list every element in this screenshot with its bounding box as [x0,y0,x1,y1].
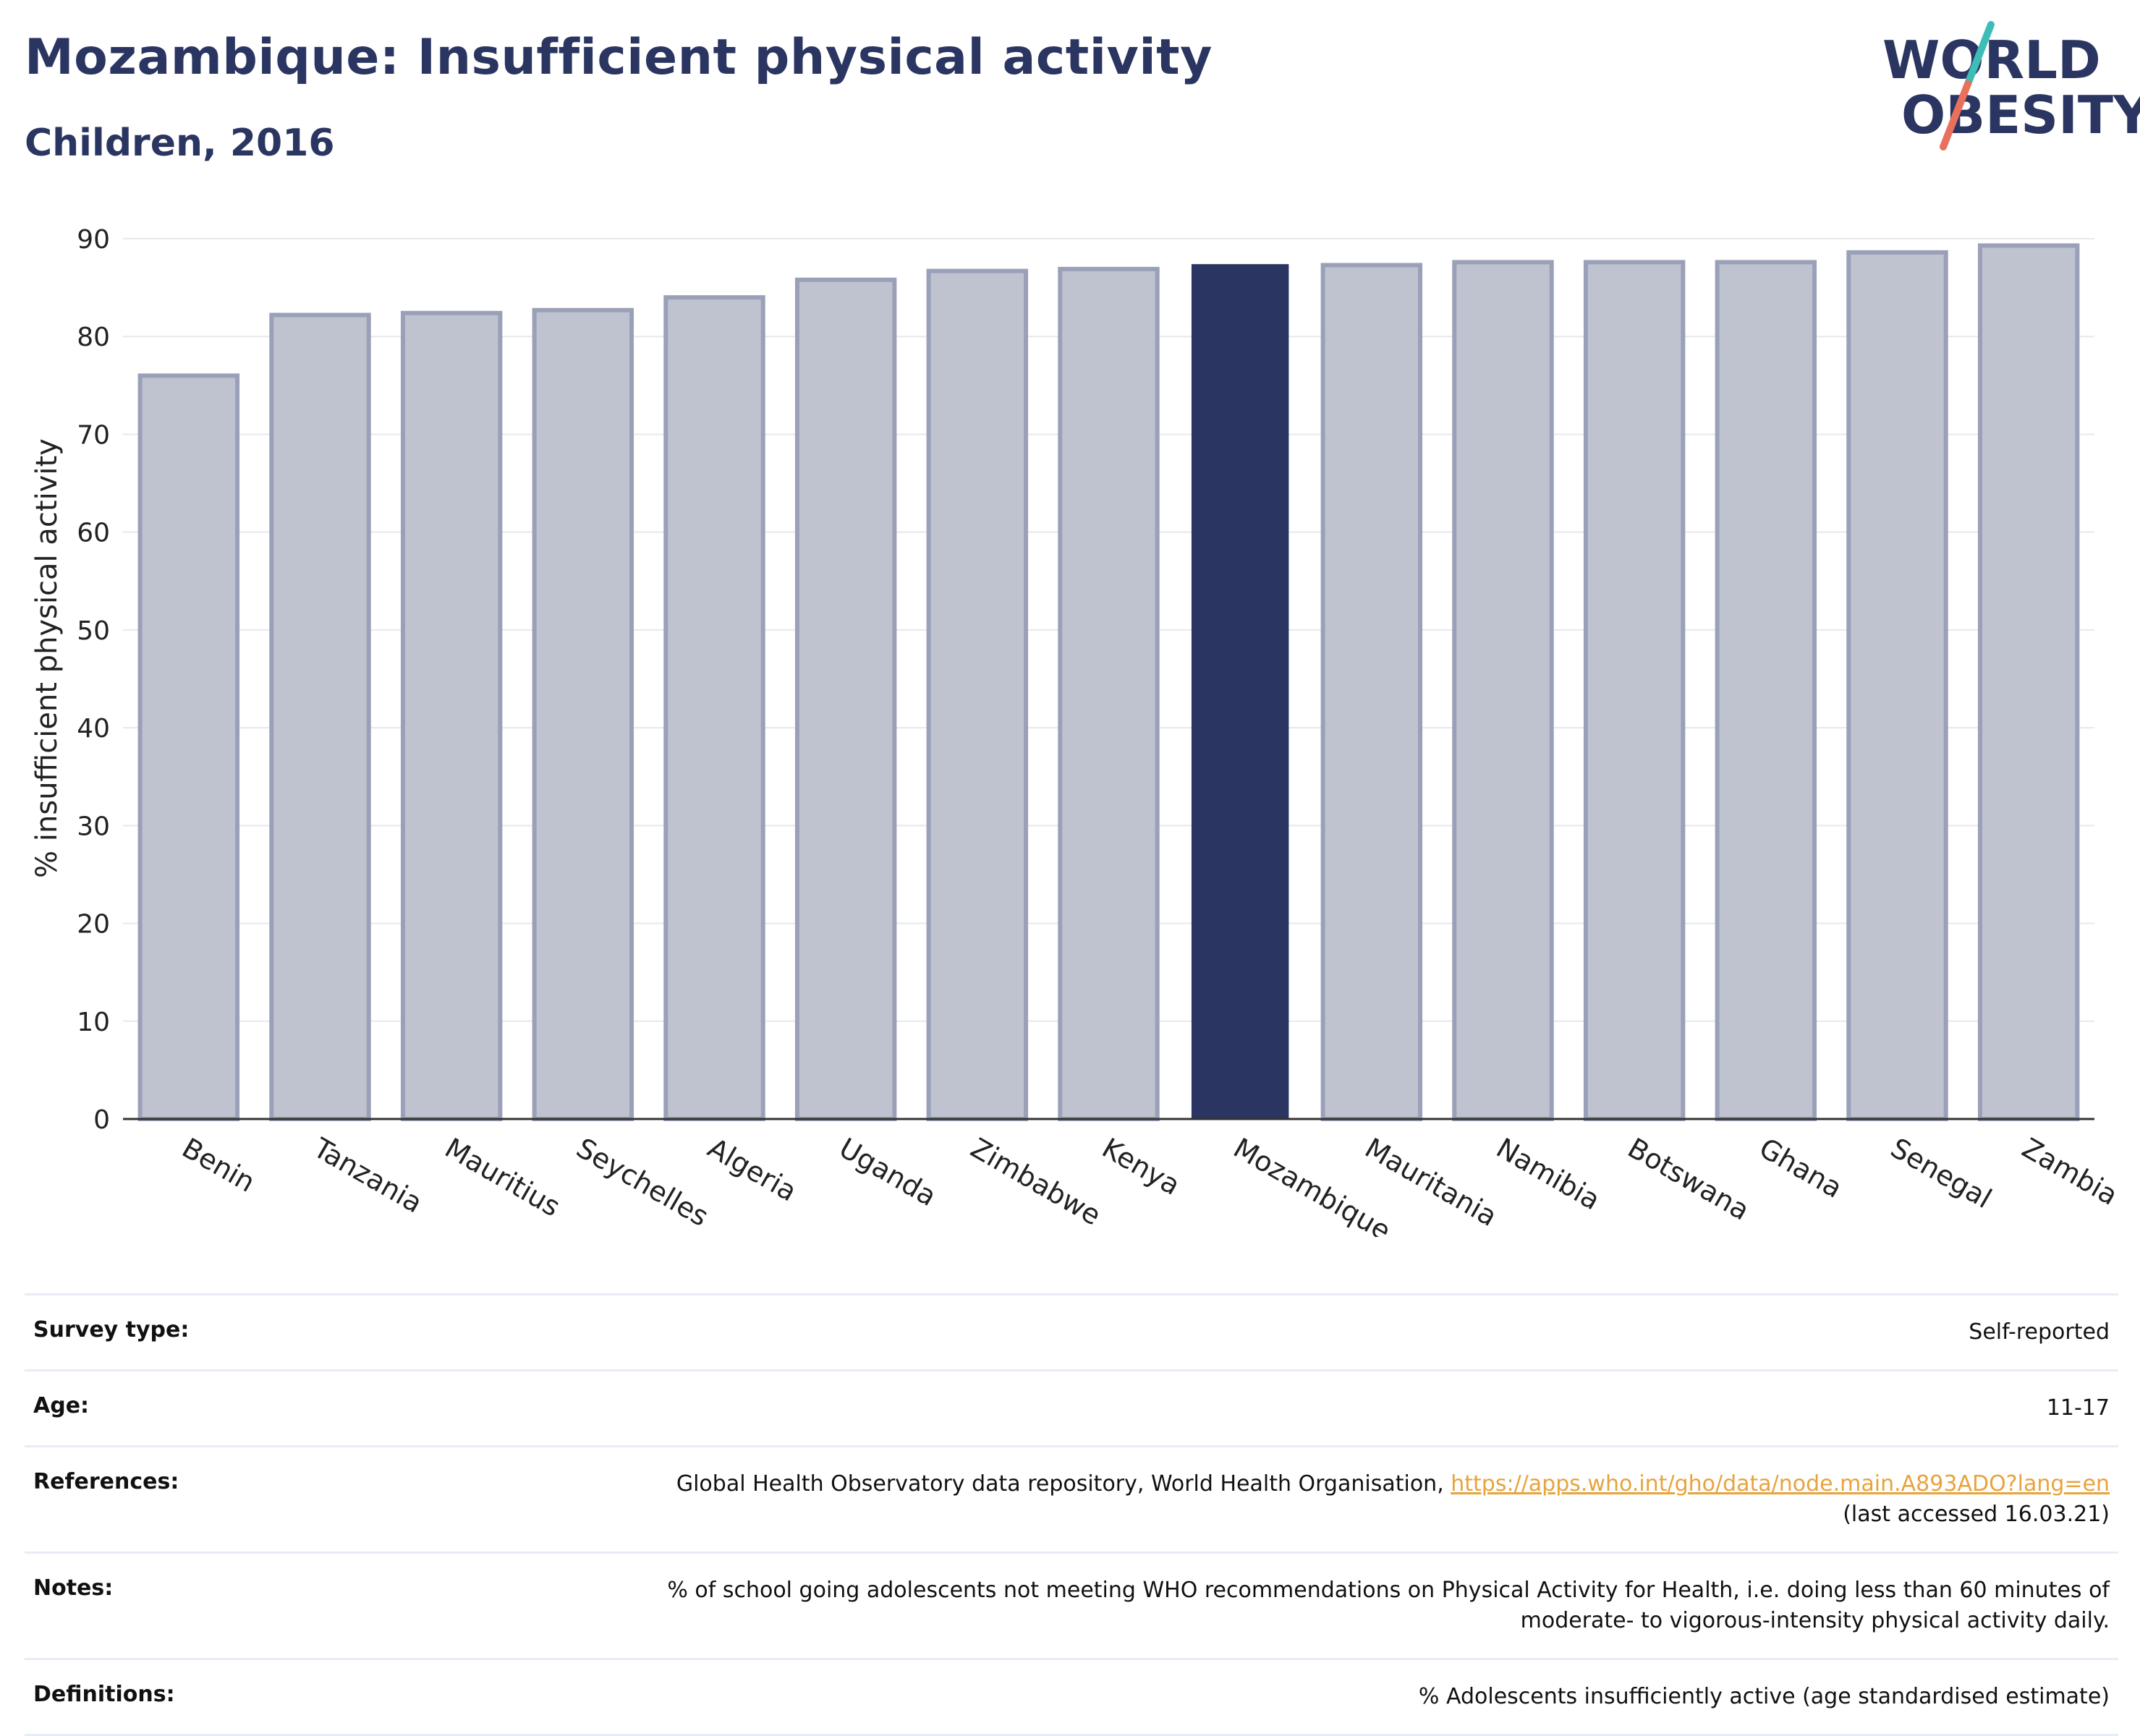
bar-kenya [1058,266,1160,1121]
y-tick-label: 40 [77,714,110,744]
references-link[interactable]: https://apps.who.int/gho/data/node.main.… [1451,1471,2110,1497]
notes-label: Notes: [33,1575,114,1601]
y-tick-label: 60 [77,519,110,548]
chart-title: Mozambique: Insufficient physical activi… [25,29,1213,86]
references-accessed: (last accessed 16.03.21) [1843,1502,2110,1527]
meta-row-notes: Notes: % of school going adolescents not… [25,1552,2118,1658]
logo-line1: WORLD [1882,30,2101,90]
age-value: 11-17 [2046,1395,2110,1421]
survey-type-value: Self-reported [1969,1319,2110,1345]
x-tick-label: Ghana [1754,1132,1848,1204]
bar-botswana [1583,260,1686,1121]
metadata-table: Survey type: Self-reported Age: 11-17 Re… [25,1293,2118,1736]
logo-slash-bottom [1940,80,1971,150]
meta-row-definitions: Definitions: % Adolescents insufficientl… [25,1658,2118,1736]
x-tick-label: Seychelles [571,1132,713,1233]
x-tick-label: Zambia [2017,1132,2123,1212]
x-tick-label: Benin [177,1132,260,1199]
x-tick-label: Namibia [1491,1132,1605,1217]
x-tick-label: Senegal [1885,1132,1997,1215]
y-axis-label: % insufficient physical activity [30,438,64,878]
meta-row-references: References: Global Health Observatory da… [25,1445,2118,1552]
x-tick-label: Kenya [1097,1132,1186,1201]
bar-uganda [794,277,897,1121]
notes-line2: moderate- to vigorous-intensity physical… [1520,1608,2110,1633]
meta-row-age: Age: 11-17 [25,1369,2118,1445]
bar-senegal [1846,250,1948,1121]
chart-subtitle: Children, 2016 [25,122,335,165]
y-tick-labels: 0 10 20 30 40 50 60 70 80 90 [77,225,110,1135]
logo-slash-top [1964,21,1995,88]
notes-value: % of school going adolescents not meetin… [658,1554,2118,1658]
y-tick-label: 20 [77,910,110,940]
definitions-label: Definitions: [33,1682,175,1707]
world-obesity-logo: WORLD OBESITY [1881,20,2140,158]
bar-chart: 0 10 20 30 40 50 60 70 80 90 Benin Tanzania Mauriti… [30,225,2123,1237]
bar-mauritius [400,310,503,1121]
definitions-value: % Adolescents insufficiently active (age… [1418,1684,2110,1709]
bar-seychelles [532,307,634,1121]
age-label: Age: [33,1393,90,1418]
bar-ghana [1715,260,1817,1121]
x-tick-label: Zimbabwe [965,1132,1106,1232]
y-tick-label: 70 [77,420,110,450]
survey-type-label: Survey type: [33,1317,190,1343]
bars [137,243,2080,1122]
references-value: Global Health Observatory data repositor… [668,1447,2118,1552]
bar-mauritania [1320,263,1423,1121]
bar-algeria [663,295,765,1122]
y-tick-label: 90 [77,225,110,255]
x-tick-label: Uganda [834,1132,942,1212]
bar-zimbabwe [926,268,1029,1122]
y-tick-label: 80 [77,323,110,352]
x-tick-label: Botswana [1623,1132,1755,1227]
references-text: Global Health Observatory data repositor… [676,1471,1451,1497]
x-tick-label: Mauritius [440,1132,566,1223]
references-label: References: [33,1469,179,1494]
x-tick-label: Algeria [702,1132,802,1208]
bar-benin [137,373,240,1121]
y-tick-label: 30 [77,812,110,841]
meta-row-survey-type: Survey type: Self-reported [25,1293,2118,1369]
bar-zambia [1977,243,2080,1121]
notes-line1: % of school going adolescents not meetin… [667,1578,2110,1603]
bar-namibia [1452,260,1554,1121]
x-tick-label: Tanzania [307,1131,428,1219]
logo-line2: OBESITY [1901,85,2140,145]
bar-mozambique [1191,264,1289,1120]
bar-tanzania [269,312,371,1121]
y-tick-label: 0 [93,1105,110,1135]
y-tick-label: 10 [77,1008,110,1037]
y-tick-label: 50 [77,616,110,646]
